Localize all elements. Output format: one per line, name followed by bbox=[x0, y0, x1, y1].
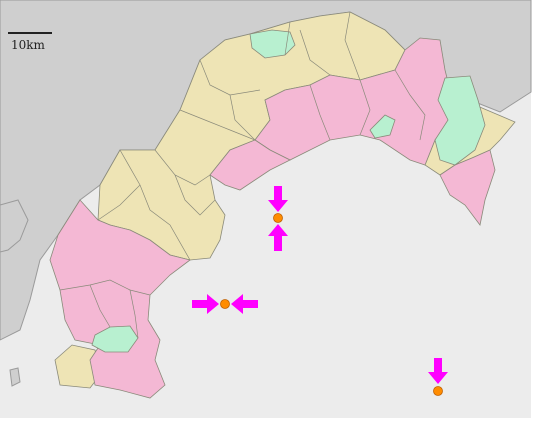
municipal-borders bbox=[59, 11, 426, 339]
marker-south-west bbox=[192, 294, 258, 314]
arrow-down-icon bbox=[428, 358, 448, 384]
region-green-east bbox=[434, 75, 486, 166]
region-pink-southwest bbox=[49, 199, 191, 399]
arrow-down-icon bbox=[268, 186, 288, 212]
outside-land-small-island bbox=[9, 367, 21, 387]
region-green-southwest bbox=[91, 325, 139, 353]
region-green-small bbox=[369, 114, 396, 139]
location-dot bbox=[433, 386, 443, 396]
marker-east-of-coast bbox=[268, 186, 288, 251]
region-green-north bbox=[249, 29, 296, 59]
arrow-up-icon bbox=[268, 224, 288, 251]
scale-bar-label: 10km bbox=[11, 38, 45, 52]
outside-land-islands bbox=[0, 199, 29, 253]
marker-far-south-east bbox=[428, 358, 448, 396]
arrow-left-icon bbox=[231, 294, 258, 314]
region-pink-east bbox=[439, 149, 496, 226]
location-dot bbox=[220, 299, 230, 309]
arrow-right-icon bbox=[192, 294, 219, 314]
location-dot bbox=[273, 213, 283, 223]
region-pink-coast bbox=[209, 139, 291, 191]
